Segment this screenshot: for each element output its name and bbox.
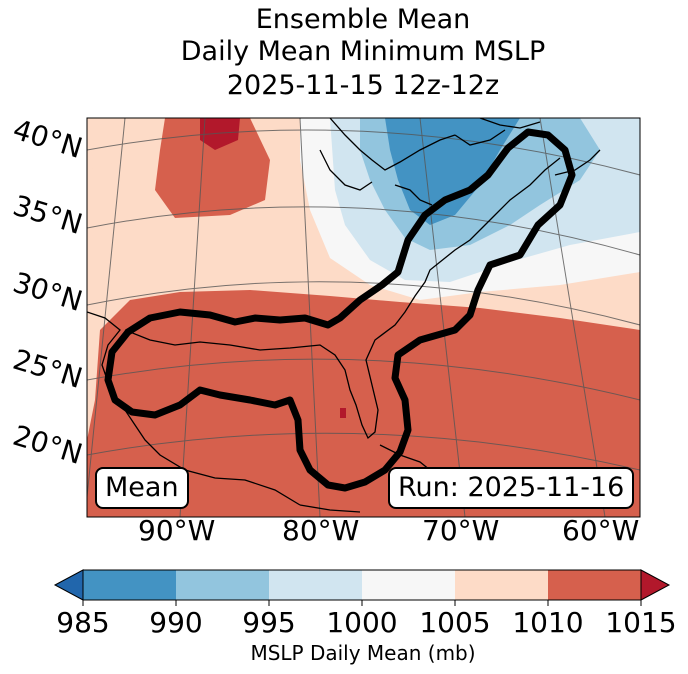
title-line-1: Ensemble Mean bbox=[255, 4, 471, 35]
blob-1010-topleft-1 bbox=[87, 118, 130, 170]
lon-label-80w: 80°W bbox=[282, 514, 360, 547]
lon-label-90w: 90°W bbox=[138, 514, 216, 547]
colorbar-tick-1005: 1005 bbox=[419, 606, 491, 639]
coastlines bbox=[87, 118, 601, 513]
colorbar-bin-1010 bbox=[548, 570, 641, 600]
lon-label-70w: 70°W bbox=[422, 514, 500, 547]
mslp-field bbox=[87, 118, 640, 517]
colorbar bbox=[53, 569, 671, 606]
colorbar-bin-1005 bbox=[455, 570, 548, 600]
mean-label: Mean bbox=[95, 467, 189, 509]
colorbar-bin-1000 bbox=[362, 570, 455, 600]
colorbar-bin-995 bbox=[269, 570, 362, 600]
colorbar-tick-995: 995 bbox=[242, 606, 296, 639]
title-line-2: Daily Mean Minimum MSLP bbox=[180, 36, 546, 67]
lon-label-60w: 60°W bbox=[562, 514, 640, 547]
colorbar-tick-990: 990 bbox=[149, 606, 203, 639]
graticule bbox=[87, 118, 640, 517]
colorbar-tick-1000: 1000 bbox=[326, 606, 398, 639]
map-frame bbox=[86, 117, 641, 518]
colorbar-bin-990 bbox=[176, 570, 269, 600]
blob-1015-top bbox=[200, 118, 240, 150]
track-contour bbox=[104, 128, 576, 492]
colorbar-extend-low bbox=[53, 569, 84, 601]
colorbar-tick-985: 985 bbox=[56, 606, 110, 639]
colorbar-bin-985 bbox=[83, 570, 176, 600]
colorbar-label: MSLP Daily Mean (mb) bbox=[250, 641, 476, 665]
colorbar-tick-1015: 1015 bbox=[605, 606, 677, 639]
colorbar-extend-high bbox=[640, 569, 671, 601]
blob-1015-florida bbox=[340, 408, 346, 418]
run-label: Run: 2025-11-16 bbox=[388, 467, 635, 509]
colorbar-tick-1010: 1010 bbox=[512, 606, 584, 639]
blob-1010-top bbox=[155, 118, 270, 218]
title-line-3: 2025-11-15 12z-12z bbox=[226, 70, 500, 101]
